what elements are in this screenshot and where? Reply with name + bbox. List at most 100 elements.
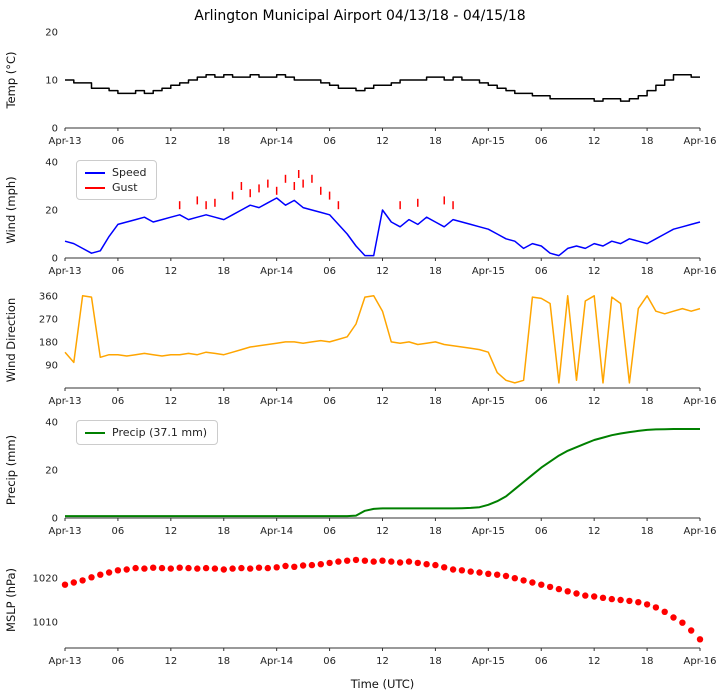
mslp-point xyxy=(123,566,130,573)
y-tick-label: 20 xyxy=(45,466,58,477)
mslp-point xyxy=(546,583,554,591)
mslp-point xyxy=(220,566,227,573)
x-tick-label: Apr-15 xyxy=(472,396,505,407)
mslp-point xyxy=(458,567,466,574)
x-tick-label: 18 xyxy=(217,526,230,537)
mslp-point xyxy=(70,579,78,586)
mslp-point xyxy=(114,567,122,574)
mslp-point xyxy=(255,564,263,571)
mslp-point xyxy=(643,601,651,608)
mslp-point xyxy=(211,565,219,572)
x-tick-label: Apr-13 xyxy=(49,526,82,537)
x-tick-label: 12 xyxy=(588,136,601,147)
x-tick-label: 06 xyxy=(112,526,125,537)
y-axis-label: Wind (mph) xyxy=(4,176,18,243)
x-tick-label: 12 xyxy=(376,136,389,147)
x-tick-label: 06 xyxy=(535,656,548,667)
mslp-point xyxy=(573,590,580,597)
mslp-point xyxy=(599,594,607,601)
x-tick-label: 18 xyxy=(429,526,442,537)
x-tick-label: 12 xyxy=(376,656,389,667)
x-tick-label: Apr-16 xyxy=(684,526,717,537)
mslp-point xyxy=(449,566,457,573)
x-tick-label: 06 xyxy=(323,266,336,277)
mslp-point xyxy=(467,568,474,575)
y-tick-label: 40 xyxy=(45,418,58,429)
precip-chart: Apr-13 06 12 18 Apr-14 06 12 18 Apr-15 06 12 18 Apr-… xyxy=(4,418,717,537)
mslp-point xyxy=(352,556,360,564)
precip-swatch xyxy=(85,431,105,434)
mslp-point xyxy=(679,619,686,626)
x-tick-label: Apr-13 xyxy=(49,266,82,277)
x-tick-label: 18 xyxy=(429,266,442,277)
x-tick-label: 18 xyxy=(641,266,654,277)
mslp-point xyxy=(617,596,624,604)
x-tick-label: 18 xyxy=(217,136,230,147)
x-tick-label: 12 xyxy=(164,266,177,277)
speed-legend-label: Speed xyxy=(112,166,147,179)
mslp-point xyxy=(88,574,95,581)
mslp-point xyxy=(185,564,192,572)
y-tick-label: 0 xyxy=(52,254,58,265)
x-tick-label: Apr-14 xyxy=(260,266,293,277)
y-tick-label: 360 xyxy=(39,291,58,302)
x-tick-label: Apr-15 xyxy=(472,136,505,147)
gust-swatch xyxy=(85,186,105,189)
y-tick-label: 1020 xyxy=(33,574,58,585)
mslp-point xyxy=(202,564,210,572)
y-tick-label: 40 xyxy=(45,158,58,169)
y-tick-label: 10 xyxy=(45,76,58,87)
mslp-point xyxy=(423,561,430,568)
mslp-point xyxy=(608,595,615,603)
speed-line xyxy=(64,197,701,257)
y-tick-label: 90 xyxy=(45,360,58,371)
y-axis-label: MSLP (hPa) xyxy=(4,568,18,632)
x-tick-label: 12 xyxy=(376,396,389,407)
x-tick-label: 18 xyxy=(641,526,654,537)
mslp-point xyxy=(405,558,413,565)
mslp-point xyxy=(379,557,386,564)
mslp-point xyxy=(150,564,157,571)
x-tick-label: Apr-16 xyxy=(684,136,717,147)
mslp-point xyxy=(370,558,377,565)
x-tick-label: 06 xyxy=(535,526,548,537)
mslp-point xyxy=(317,561,324,568)
x-tick-label: Apr-15 xyxy=(472,656,505,667)
mslp-point xyxy=(396,559,404,566)
x-tick-label: 12 xyxy=(376,266,389,277)
mslp-point xyxy=(502,572,510,580)
x-tick-label: 06 xyxy=(112,266,125,277)
x-tick-label: 06 xyxy=(323,396,336,407)
mslp-point xyxy=(441,564,448,571)
gust-legend-label: Gust xyxy=(112,181,138,194)
mslp-point xyxy=(626,597,633,605)
mslp-point xyxy=(61,581,69,588)
precip-legend: Precip (37.1 mm) xyxy=(76,420,219,445)
y-tick-label: 20 xyxy=(45,28,58,39)
x-tick-label: 18 xyxy=(217,656,230,667)
mslp-point xyxy=(414,559,421,567)
x-tick-label: 18 xyxy=(429,136,442,147)
x-tick-label: Apr-13 xyxy=(49,656,82,667)
x-tick-label: 18 xyxy=(217,266,230,277)
mslp-point xyxy=(432,561,439,569)
mslp-point xyxy=(476,569,483,576)
y-tick-label: 0 xyxy=(52,514,58,525)
chart-title: Arlington Municipal Airport 04/13/18 - 0… xyxy=(194,8,526,24)
x-tick-label: 06 xyxy=(112,136,125,147)
x-tick-label: 12 xyxy=(588,656,601,667)
speed-swatch xyxy=(85,171,105,174)
mslp-chart: Apr-13 06 12 18 Apr-14 06 12 18 Apr-15 06 12 18 Apr-… xyxy=(4,556,717,691)
mslp-point xyxy=(335,558,342,565)
x-tick-label: 06 xyxy=(323,136,336,147)
mslp-point xyxy=(229,565,236,572)
x-tick-label: 12 xyxy=(164,656,177,667)
wind-direction-panel: Apr-13 06 12 18 Apr-14 06 12 18 Apr-15 06 12 18 Apr-… xyxy=(0,288,720,418)
y-tick-label: 20 xyxy=(45,206,58,217)
x-axis-label: Time (UTC) xyxy=(350,677,415,691)
mslp-point xyxy=(176,564,183,571)
x-tick-label: Apr-13 xyxy=(49,396,82,407)
x-tick-label: 06 xyxy=(323,526,336,537)
x-tick-label: 18 xyxy=(429,396,442,407)
mslp-point xyxy=(555,585,563,593)
